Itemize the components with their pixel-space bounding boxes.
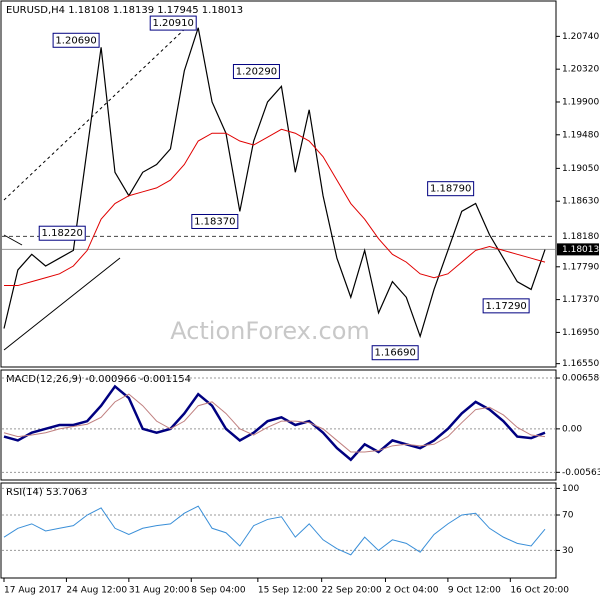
x-tick-label: 24 Aug 12:00	[66, 586, 127, 596]
price-label: 1.20910	[153, 18, 194, 29]
y-tick-label: 1.17370	[562, 295, 599, 305]
y-tick-label: 1.16550	[562, 359, 599, 369]
price-label-box	[149, 15, 197, 31]
price-label-box	[52, 32, 100, 48]
price-label-box	[232, 64, 280, 80]
rsi-frame	[0, 482, 557, 579]
series-line	[3, 384, 546, 462]
y-tick-label: 1.18630	[562, 197, 599, 207]
y-tick-label: 0.00	[562, 424, 582, 434]
macd-title: MACD(12,26,9) -0.000966 -0.001154	[6, 374, 191, 385]
x-tick-label: 9 Oct 12:00	[448, 586, 501, 596]
main-frame	[0, 0, 557, 368]
x-tick-label: 31 Aug 20:00	[129, 586, 190, 596]
trend-line	[3, 23, 191, 201]
x-tick-label: 15 Sep 12:00	[258, 586, 318, 596]
level-label: 1.18180	[562, 232, 599, 242]
x-tick-label: 22 Sep 20:00	[322, 586, 382, 596]
macd-frame	[0, 369, 557, 481]
trend-line	[3, 257, 121, 351]
y-tick-label: 100	[562, 484, 579, 494]
y-tick-label: 0.006586	[562, 374, 600, 384]
chart-title: EURUSD,H4 1.18108 1.18139 1.17945 1.1801…	[6, 5, 243, 16]
y-tick-label: 1.20740	[562, 32, 599, 42]
x-tick-label: 2 Oct 04:00	[385, 586, 438, 596]
rsi-title: RSI(14) 53.7063	[6, 487, 87, 498]
x-tick-label: 17 Aug 2017	[4, 586, 62, 596]
price-label-box	[482, 298, 530, 314]
price-label: 1.20290	[236, 67, 277, 78]
y-tick-label: 1.20320	[562, 65, 599, 75]
y-tick-label: 1.17790	[562, 262, 599, 272]
price-label: 1.18790	[430, 184, 471, 195]
y-tick-label: -0.005634	[562, 468, 600, 478]
x-tick-label: 8 Sep 04:00	[191, 586, 246, 596]
price-label-box	[38, 225, 86, 241]
price-label: 1.16690	[374, 348, 415, 359]
series-line	[3, 27, 546, 339]
price-label-box	[191, 213, 239, 229]
level-label: 1.18013	[562, 245, 599, 255]
series-line	[3, 505, 546, 556]
price-label: 1.18220	[42, 228, 83, 239]
series-line	[3, 393, 546, 453]
price-label: 1.18370	[194, 216, 235, 227]
y-tick-label: 1.19480	[562, 130, 599, 140]
trend-line	[3, 234, 23, 246]
y-tick-label: 70	[562, 511, 574, 521]
price-label: 1.20690	[55, 35, 96, 46]
price-label-box	[427, 181, 475, 197]
y-tick-label: 1.16950	[562, 328, 599, 338]
level-box	[557, 230, 599, 243]
level-box	[557, 243, 599, 256]
series-line	[4, 128, 546, 287]
watermark: ActionForex.com	[170, 317, 370, 345]
price-label-box	[371, 345, 419, 361]
y-tick-label: 1.19050	[562, 164, 599, 174]
x-tick-label: 16 Oct 20:00	[510, 586, 569, 596]
price-label: 1.17290	[485, 301, 526, 312]
y-tick-label: 1.19900	[562, 97, 599, 107]
y-tick-label: 30	[562, 546, 574, 556]
